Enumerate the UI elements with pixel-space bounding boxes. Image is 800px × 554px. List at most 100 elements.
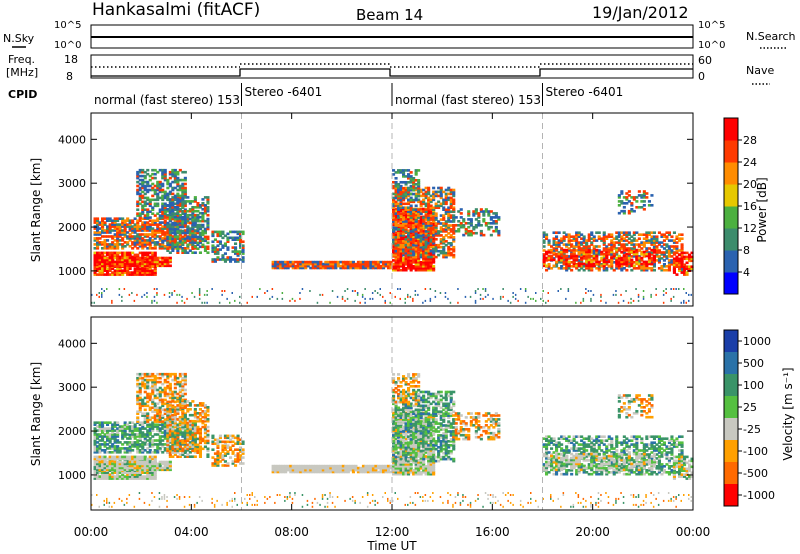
echo-cell bbox=[587, 257, 591, 260]
echo-cell bbox=[595, 245, 599, 248]
echo-cell bbox=[469, 224, 473, 227]
echo-cell bbox=[384, 264, 388, 268]
echo-cell bbox=[635, 252, 639, 256]
echo-cell bbox=[188, 433, 192, 436]
echo-cell bbox=[417, 240, 421, 243]
echo-cell bbox=[326, 260, 330, 264]
echo-cell bbox=[627, 237, 631, 240]
echo-cell bbox=[655, 237, 659, 240]
echo-cell bbox=[419, 238, 423, 241]
echo-cell bbox=[397, 234, 401, 237]
echo-cell bbox=[161, 256, 165, 260]
echo-cell bbox=[680, 255, 684, 258]
echo-cell bbox=[173, 170, 177, 174]
echo-cell bbox=[146, 443, 150, 446]
echo-cell bbox=[128, 267, 132, 270]
echo-cell bbox=[567, 237, 571, 240]
echo-cell bbox=[294, 266, 298, 270]
echo-cell bbox=[605, 256, 609, 260]
echo-cell bbox=[196, 202, 200, 205]
echo-cell bbox=[146, 235, 150, 238]
echo-cell bbox=[371, 297, 374, 300]
echo-cell bbox=[146, 264, 150, 268]
echo-cell bbox=[241, 252, 245, 255]
echo-cell bbox=[113, 225, 117, 228]
echo-cell bbox=[188, 241, 192, 244]
echo-cell bbox=[675, 249, 679, 252]
echo-cell bbox=[429, 211, 433, 215]
echo-cell bbox=[585, 252, 589, 256]
echo-cell bbox=[392, 202, 396, 206]
echo-cell bbox=[647, 239, 651, 242]
echo-cell bbox=[141, 239, 145, 242]
nsearch-label: N.Search bbox=[746, 30, 796, 43]
echo-cell bbox=[570, 239, 574, 242]
echo-cell bbox=[279, 266, 283, 270]
echo-cell bbox=[196, 225, 200, 229]
echo-cell bbox=[151, 208, 155, 211]
echo-cell bbox=[552, 239, 556, 242]
echo-cell bbox=[376, 266, 380, 270]
echo-cell bbox=[389, 292, 391, 294]
echo-cell bbox=[555, 248, 559, 252]
echo-cell bbox=[452, 192, 456, 196]
echo-cell bbox=[429, 297, 432, 300]
echo-cell bbox=[452, 220, 456, 223]
echo-cell bbox=[336, 295, 339, 298]
echo-cell bbox=[557, 243, 561, 246]
echo-cell bbox=[452, 190, 456, 194]
echo-cell bbox=[196, 237, 200, 241]
echo-cell bbox=[274, 264, 278, 268]
echo-cell bbox=[615, 231, 619, 234]
echo-cell bbox=[617, 247, 621, 250]
echo-cell bbox=[632, 247, 636, 250]
echo-cell bbox=[103, 290, 105, 292]
echo-cell bbox=[118, 441, 122, 444]
echo-cell bbox=[592, 253, 596, 256]
echo-cell bbox=[98, 429, 102, 432]
echo-cell bbox=[156, 427, 160, 430]
echo-cell bbox=[625, 243, 629, 246]
echo-cell bbox=[183, 186, 187, 190]
echo-cell bbox=[630, 239, 634, 242]
echo-cell bbox=[141, 206, 145, 209]
echo-cell bbox=[600, 264, 604, 268]
echo-cell bbox=[655, 255, 659, 258]
echo-cell bbox=[472, 214, 476, 217]
echo-cell bbox=[173, 217, 177, 221]
echo-cell bbox=[627, 231, 631, 234]
echo-cell bbox=[138, 471, 142, 474]
echo-cell bbox=[188, 209, 192, 213]
echo-cell bbox=[156, 186, 160, 190]
echo-cell bbox=[540, 297, 542, 300]
echo-cell bbox=[156, 194, 160, 198]
echo-cell bbox=[101, 455, 105, 459]
echo-cell bbox=[324, 266, 328, 270]
echo-cell bbox=[116, 217, 120, 220]
echo-cell bbox=[662, 239, 666, 242]
echo-cell bbox=[477, 214, 481, 217]
echo-cell bbox=[138, 451, 142, 454]
echo-cell bbox=[665, 237, 669, 240]
echo-cell bbox=[427, 196, 431, 200]
echo-cell bbox=[434, 194, 438, 198]
echo-cell bbox=[615, 248, 619, 252]
echo-cell bbox=[597, 231, 601, 234]
echo-cell bbox=[414, 263, 418, 266]
echo-cell bbox=[545, 259, 549, 262]
echo-cell bbox=[106, 219, 110, 222]
echo-cell bbox=[148, 451, 152, 454]
echo-cell bbox=[645, 268, 649, 272]
echo-cell bbox=[402, 222, 406, 225]
echo-cell bbox=[407, 208, 411, 211]
echo-cell bbox=[173, 174, 177, 178]
echo-cell bbox=[181, 225, 185, 229]
echo-cell bbox=[354, 262, 358, 266]
echo-cell bbox=[138, 267, 142, 270]
echo-cell bbox=[171, 243, 175, 247]
echo-cell bbox=[580, 233, 584, 236]
echo-cell bbox=[690, 265, 694, 268]
echo-cell bbox=[148, 247, 152, 250]
echo-cell bbox=[577, 252, 581, 256]
